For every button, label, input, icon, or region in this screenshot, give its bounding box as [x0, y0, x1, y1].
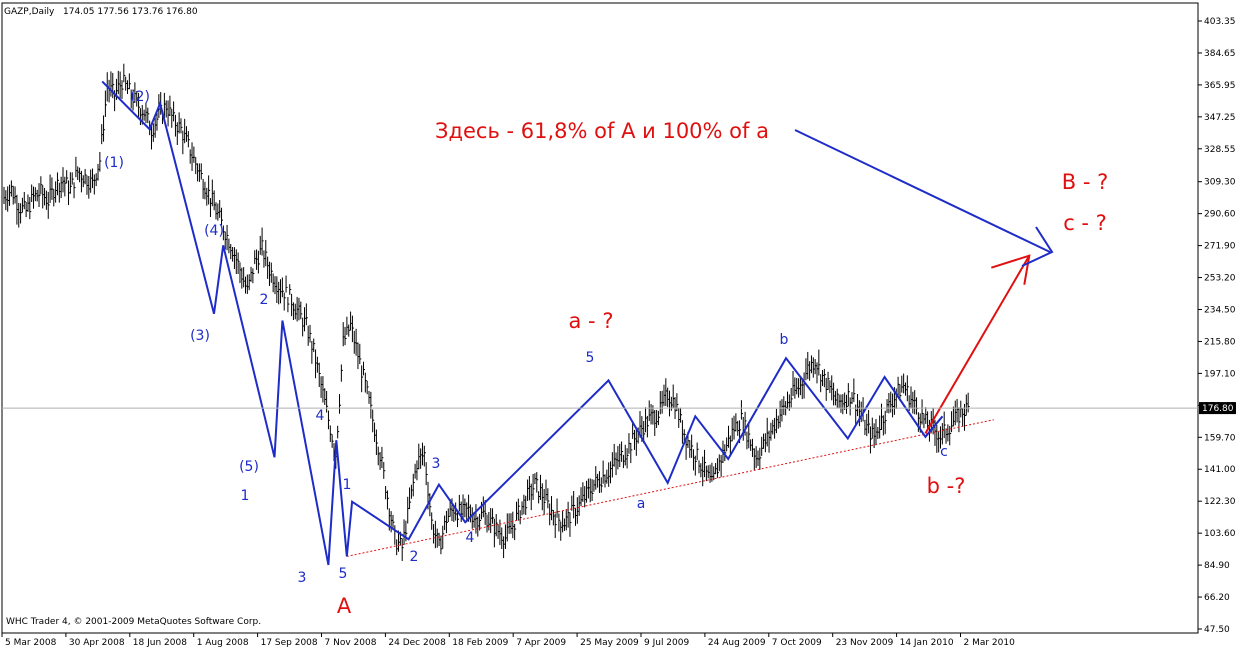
price-tick-label: 66.20 — [1204, 593, 1230, 603]
price-bars — [3, 63, 970, 562]
date-tick-label: 1 Aug 2008 — [197, 638, 249, 648]
date-tick-label: 7 Nov 2008 — [325, 638, 377, 648]
date-tick-label: 24 Aug 2009 — [708, 638, 766, 648]
wave-label: 4 — [466, 530, 475, 546]
wave-label: (5) — [239, 459, 259, 475]
price-tick-label: 365.95 — [1204, 81, 1236, 91]
annotation-B-q: B - ? — [1062, 170, 1108, 194]
date-tick-label: 2 Mar 2010 — [964, 638, 1016, 648]
trendline — [346, 419, 994, 557]
last-price-label: 176.80 — [1202, 404, 1234, 414]
wave-label: (1) — [104, 155, 124, 171]
wave-labels: (1) (2) (3) (4) (5) 1 2 3 4 5 1 2 3 4 5 a b c Aa - ? b -? B … — [104, 89, 1108, 618]
wave-label: 2 — [410, 549, 419, 565]
elliott-wave-line — [101, 80, 944, 566]
wave-label: a — [637, 496, 646, 512]
wave-label: (2) — [130, 89, 150, 105]
copyright-text: WHC Trader 4, © 2001-2009 MetaQuotes Sof… — [6, 617, 261, 627]
price-tick-label: 141.00 — [1204, 465, 1236, 475]
date-tick-label: 5 Mar 2008 — [5, 638, 57, 648]
date-tick-label: 7 Apr 2009 — [516, 638, 566, 648]
wave-label: 3 — [298, 570, 307, 586]
last-price-tag — [1199, 402, 1236, 415]
date-tick-label: 30 Apr 2008 — [69, 638, 125, 648]
forecast-arrows — [794, 129, 1054, 434]
wave-label: 3 — [432, 456, 441, 472]
price-tick-label: 384.65 — [1204, 49, 1236, 59]
wave-label: 5 — [586, 350, 595, 366]
forecast-arrow-head — [990, 254, 1031, 285]
price-tick-label: 215.80 — [1204, 337, 1236, 347]
wave-label: (3) — [190, 328, 210, 344]
chart-header: GAZP,Daily — [4, 7, 55, 17]
wave-lines — [101, 80, 944, 566]
price-tick-label: 347.25 — [1204, 113, 1236, 123]
price-tick-label: 122.30 — [1204, 497, 1236, 507]
price-tick-label: 309.30 — [1204, 178, 1236, 188]
price-tick-label: 403.35 — [1204, 17, 1236, 27]
price-tick-label: 271.90 — [1204, 242, 1236, 252]
price-tick-label: 253.20 — [1204, 274, 1236, 284]
annotation-c-q: c - ? — [1063, 211, 1107, 235]
chart-header-ohlc: 174.05 177.56 173.76 176.80 — [63, 7, 198, 17]
wave-label: 4 — [316, 408, 325, 424]
wave-label: (4) — [204, 223, 224, 239]
price-tick-label: 159.70 — [1204, 433, 1236, 443]
wave-label: 1 — [343, 477, 352, 493]
annotation-b-q: b -? — [927, 474, 966, 498]
note-arrow-head — [1021, 226, 1054, 267]
price-tick-label: 290.60 — [1204, 210, 1236, 220]
annotation-main-note: Здесь - 61,8% of A и 100% of a — [435, 119, 769, 143]
price-tick-label: 47.50 — [1204, 625, 1230, 635]
annotation-A: A — [337, 594, 352, 618]
date-tick-label: 17 Sep 2008 — [261, 638, 318, 648]
wave-label: 1 — [241, 488, 250, 504]
support-trendline — [346, 419, 994, 557]
price-tick-label: 84.90 — [1204, 561, 1230, 571]
plot-frame — [1, 2, 1199, 634]
date-tick-label: 18 Feb 2009 — [452, 638, 508, 648]
date-tick-label: 14 Jan 2010 — [900, 638, 954, 648]
price-tick-label: 103.60 — [1204, 529, 1236, 539]
date-tick-label: 7 Oct 2009 — [772, 638, 822, 648]
wave-label: c — [940, 444, 948, 460]
date-tick-label: 9 Jul 2009 — [644, 638, 689, 648]
annotation-a-q: a - ? — [569, 309, 614, 333]
note-arrow-line — [794, 129, 1051, 253]
date-tick-label: 24 Dec 2008 — [388, 638, 446, 648]
forecast-arrow-line — [924, 255, 1031, 434]
wave-label: b — [780, 332, 789, 348]
date-tick-label: 25 May 2009 — [580, 638, 639, 648]
wave-label: 2 — [260, 292, 269, 308]
price-tick-label: 328.55 — [1204, 145, 1236, 155]
date-tick-label: 18 Jun 2008 — [133, 638, 187, 648]
date-tick-label: 23 Nov 2009 — [836, 638, 894, 648]
price-tick-label: 197.10 — [1204, 369, 1236, 379]
wave-label: 5 — [339, 566, 348, 582]
price-tick-label: 234.50 — [1204, 305, 1236, 315]
